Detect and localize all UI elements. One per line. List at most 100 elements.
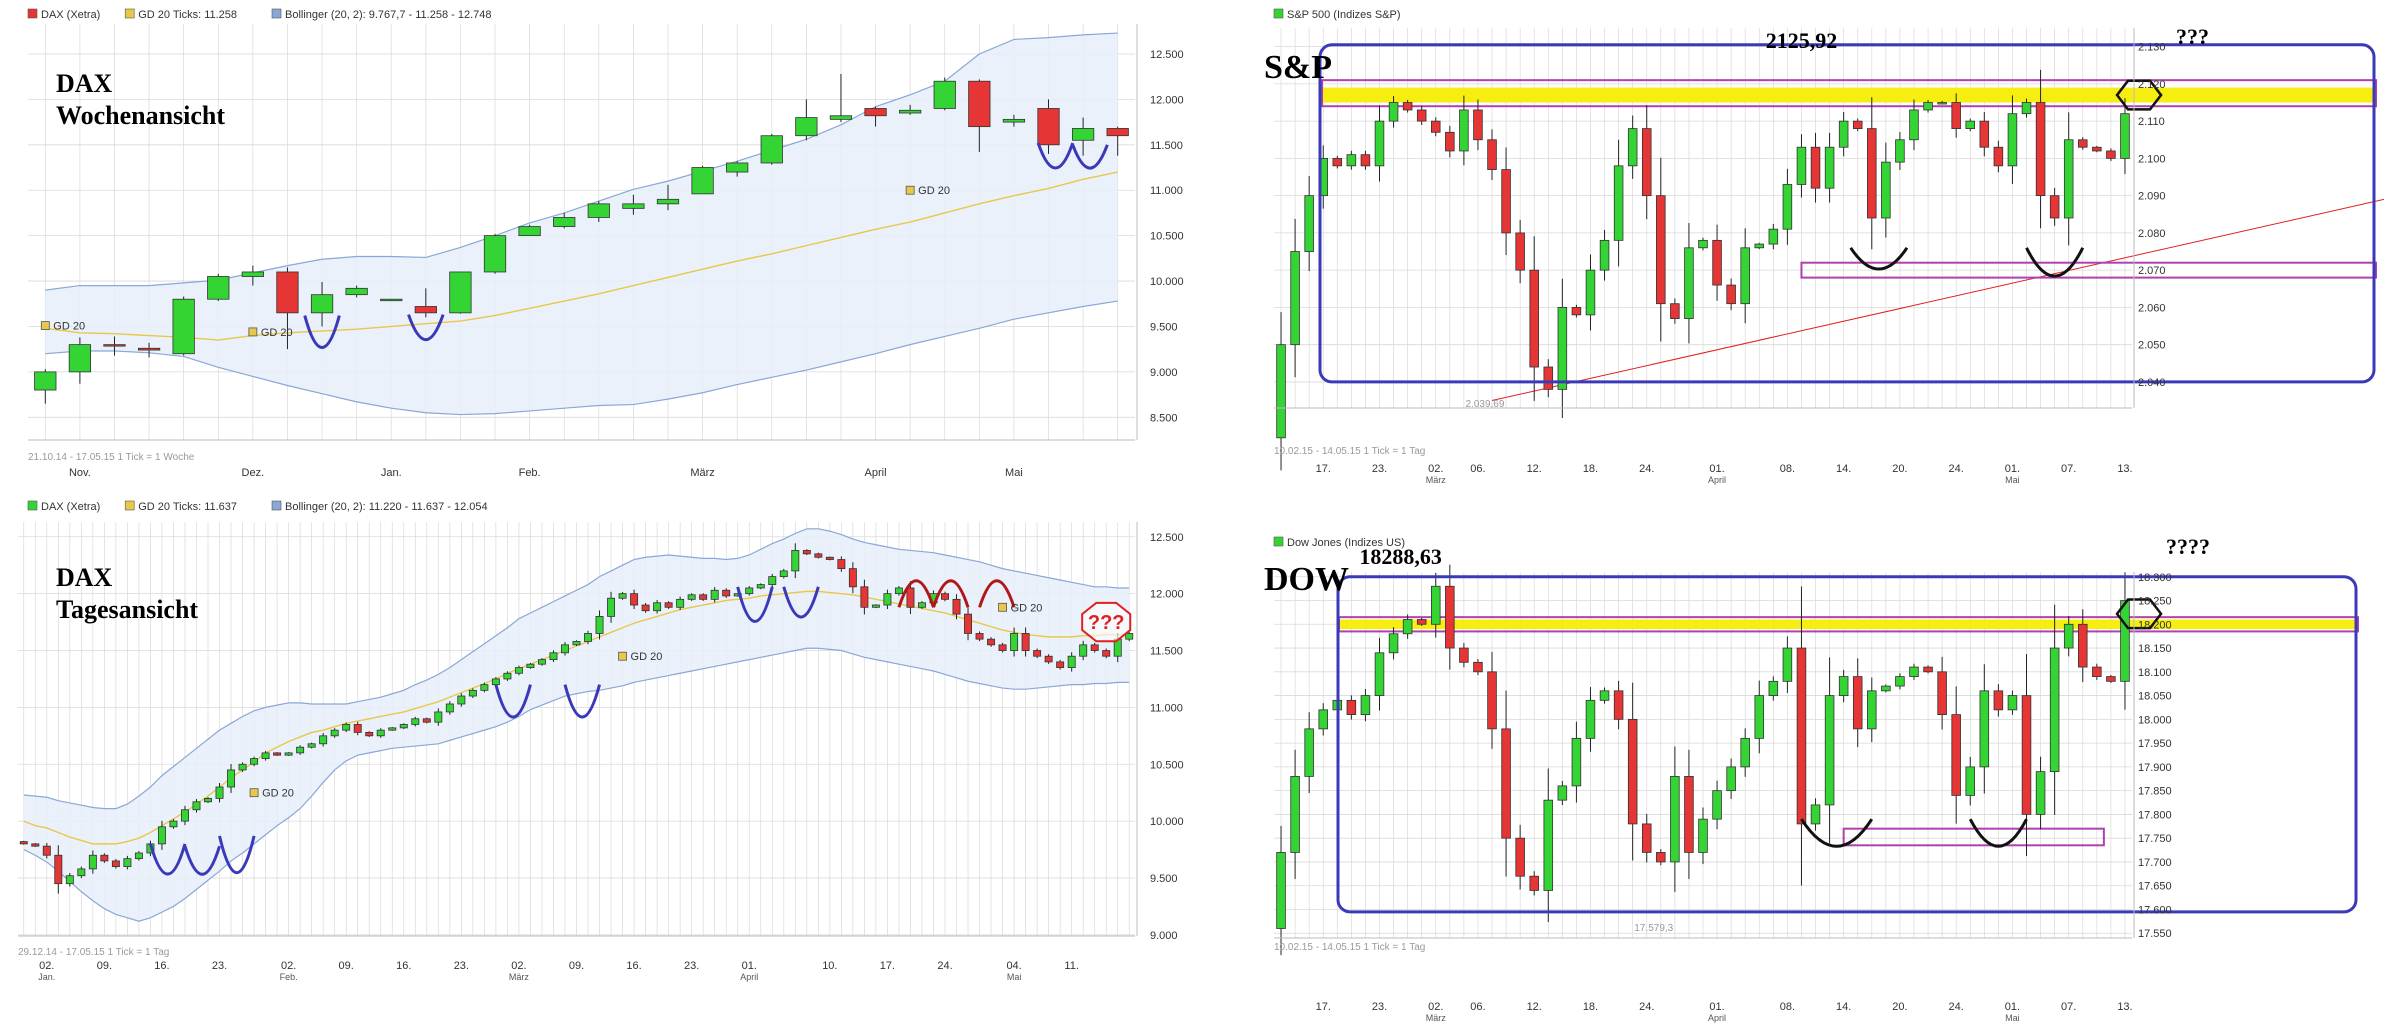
candle	[1571, 737, 1582, 787]
candle	[1346, 154, 1357, 167]
x-tick-label: 14.	[1836, 463, 1851, 475]
candle	[561, 644, 569, 654]
candle	[779, 570, 788, 577]
legend-swatch	[27, 500, 38, 511]
candle	[1867, 690, 1877, 730]
candle	[2007, 113, 2018, 167]
candle	[445, 703, 454, 713]
low-price-label: 2.039,69	[1466, 399, 1505, 410]
candle	[968, 80, 991, 128]
candle	[1445, 131, 1455, 152]
candle	[1599, 239, 1610, 271]
candle	[941, 593, 949, 600]
x-month-label: Jan.	[38, 972, 55, 982]
x-month-label: März	[509, 972, 529, 982]
sp500-daily-chart: 2.040 2.050 2.060 2.070 2.080 2.090 2.100 2.110…	[1264, 0, 2384, 490]
candle	[549, 652, 558, 661]
x-month-label: Mai	[2005, 1013, 2020, 1023]
y-tick-label: 8.500	[1150, 412, 1178, 424]
trend-line	[1491, 198, 2384, 402]
date-range-footer: 10.02.15 - 14.05.15 1 Tick = 1 Tag	[1274, 942, 1425, 953]
y-tick-label: 18.000	[2138, 714, 2172, 726]
candle	[100, 854, 109, 862]
candle	[2007, 695, 2018, 711]
x-tick-label: 24.	[1949, 463, 1964, 475]
candle	[1374, 652, 1385, 696]
candle	[1712, 790, 1722, 820]
candle	[1895, 676, 1905, 687]
candle	[802, 550, 811, 555]
candle	[1852, 120, 1863, 129]
chart-title-line1: DAX	[56, 69, 113, 98]
candle	[1712, 239, 1722, 286]
candle	[691, 167, 714, 195]
candle	[1360, 695, 1371, 715]
x-tick-label: 20.	[1892, 1001, 1907, 1013]
candle	[829, 115, 853, 120]
candle	[641, 604, 650, 612]
y-tick-label: 17.650	[2138, 881, 2172, 893]
question-mark-label: ???	[1088, 612, 1125, 634]
candle	[1106, 128, 1129, 137]
candle	[1125, 633, 1134, 640]
pattern-hill	[978, 579, 1016, 608]
candle	[1002, 118, 1026, 123]
candle	[227, 769, 236, 788]
candle	[77, 868, 86, 877]
index-label: S&P	[1264, 49, 1332, 86]
candle	[1937, 671, 1947, 715]
x-tick-label: April	[865, 467, 887, 479]
candle	[1557, 785, 1568, 801]
range-frame	[1336, 575, 2358, 914]
pattern-curve	[782, 586, 820, 619]
candle	[1796, 647, 1807, 825]
x-tick-label: Dez.	[242, 467, 265, 479]
index-label: DOW	[1264, 561, 1349, 598]
chart-svg: 17.550 17.600 17.650 17.700 17.750 17.800 17.8…	[1264, 534, 2359, 1023]
bollinger-band	[23, 528, 1130, 922]
candle	[319, 735, 328, 745]
candle	[1501, 728, 1511, 839]
candle	[1290, 775, 1300, 853]
candle	[1726, 284, 1736, 305]
x-tick-label: 17.	[1316, 1001, 1331, 1013]
x-tick-label: 12.	[1527, 463, 1542, 475]
candle	[2063, 139, 2074, 219]
candle	[250, 758, 259, 765]
x-month-label: April	[740, 972, 758, 982]
candle	[906, 587, 915, 608]
candle	[864, 108, 887, 117]
x-tick-label: 09.	[97, 960, 112, 972]
candle	[894, 587, 903, 595]
candle	[238, 763, 247, 771]
y-tick-label: 17.800	[2138, 809, 2172, 821]
candle	[1641, 128, 1652, 197]
candle	[1824, 695, 1835, 806]
candle	[745, 587, 754, 595]
bollinger-lower-line	[45, 300, 1118, 416]
candle	[595, 616, 604, 634]
chart-title-line1: DAX	[56, 563, 113, 592]
pattern-curve	[1849, 246, 1909, 271]
candle	[1044, 655, 1053, 663]
x-tick-label: 23.	[212, 960, 227, 972]
candle	[111, 860, 120, 868]
candle	[1979, 690, 1990, 768]
candle	[1881, 685, 1891, 692]
x-tick-label: 02.	[39, 960, 54, 972]
candle	[1838, 120, 1849, 148]
candles	[1276, 69, 2130, 471]
y-tick-label: 18.200	[2138, 619, 2172, 631]
candle	[2021, 695, 2032, 815]
candle	[1459, 109, 1469, 152]
candle	[1585, 699, 1596, 739]
low-price-label: 17.579,3	[1634, 923, 1673, 934]
gd-label: GD 20	[631, 651, 663, 663]
candle	[169, 820, 178, 828]
x-tick-label: Feb.	[519, 467, 541, 479]
candle	[998, 644, 1007, 651]
candle	[1487, 671, 1497, 730]
x-tick-label: 17.	[1316, 463, 1331, 475]
y-tick-label: 18.250	[2138, 596, 2172, 608]
candle	[137, 347, 161, 351]
